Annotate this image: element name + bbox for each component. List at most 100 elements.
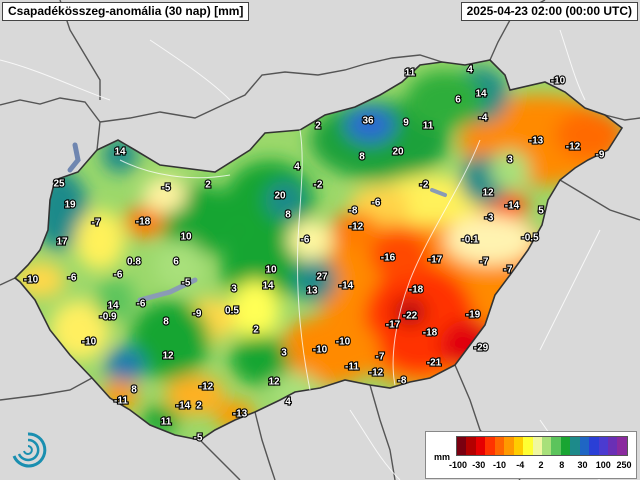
value-label: 0.5 [225,306,239,317]
value-label: -0.5 [521,233,539,244]
value-label: 12 [268,377,280,388]
value-label: 2 [315,121,321,132]
legend-tick-label: 250 [616,460,632,470]
value-label: 3 [281,348,287,359]
legend-tick-label: -30 [472,460,486,470]
value-label: -11 [345,362,359,373]
legend-swatch [589,437,599,455]
legend-swatch [532,437,542,455]
value-label: 8 [359,152,365,163]
value-label: -19 [466,310,481,321]
legend-swatch [608,437,618,455]
value-label: -21 [427,358,442,369]
legend-tick-label: -10 [492,460,507,470]
timestamp: 2025-04-23 02:00 (00:00 UTC) [460,2,638,21]
value-label: -10 [24,275,39,286]
value-label: -18 [409,285,424,296]
value-label: -4 [479,113,488,124]
value-label: -18 [423,328,438,339]
value-label: -14 [339,281,354,292]
value-label: 4 [285,397,291,408]
lake-neusiedl [67,142,81,173]
value-label: 14 [107,301,119,312]
value-label: 4 [294,162,300,173]
legend-swatch [617,437,627,455]
value-label: 8 [285,210,291,221]
value-label: -13 [529,136,544,147]
value-label: 10 [265,265,277,276]
value-label: -6 [114,270,123,281]
value-label: -7 [92,218,101,229]
value-label: -8 [349,206,358,217]
value-label: 0.8 [127,257,141,268]
legend-swatch [494,437,505,455]
value-label: -22 [403,311,418,322]
value-label: -16 [381,253,396,264]
legend-tick-label: -4 [516,460,525,470]
legend-tick-label: -100 [448,460,468,470]
value-label: 12 [482,188,494,199]
legend-swatch [485,437,495,455]
value-label: -17 [428,255,443,266]
value-label: 14 [475,89,487,100]
value-label: 3 [231,284,237,295]
value-label: 36 [362,116,374,127]
value-label: -6 [137,299,146,310]
value-label: -14 [505,201,520,212]
value-label: 2 [253,325,259,336]
value-label: -5 [194,433,203,444]
value-label: 20 [392,147,404,158]
value-label: 14 [114,147,126,158]
legend-unit: mm [434,452,451,462]
legend-swatch [570,437,580,455]
value-label: 12 [162,351,174,362]
legend-swatch [513,437,524,455]
legend-swatch [466,437,476,455]
value-label: 11 [161,417,172,428]
value-label: -6 [68,273,77,284]
value-label: 19 [64,200,76,211]
met-service-logo-icon [12,432,47,468]
lake-balaton [137,277,198,303]
legend-swatch [457,437,467,455]
value-label: 11 [423,121,434,132]
value-label: 8 [131,385,137,396]
legend-swatch [523,437,533,455]
color-legend: mm -100 -30 -10 -4 2 8 30 100 250 [425,431,637,479]
legend-ticks: -100 -30 -10 -4 2 8 30 100 250 [448,460,632,474]
value-label: 11 [405,68,416,79]
legend-swatch [504,437,514,455]
value-label: -29 [474,343,489,354]
value-label: 5 [538,206,544,217]
value-label: -9 [193,309,202,320]
value-label: 17 [56,237,68,248]
value-label: -12 [566,142,581,153]
legend-tick-label: 8 [559,460,565,470]
value-label: 2 [205,180,211,191]
value-label: 4 [467,65,473,76]
value-label: -8 [398,376,407,387]
legend-swatch [551,437,561,455]
value-label: -12 [349,222,364,233]
legend-swatch [579,437,590,455]
map-title: Csapadékösszeg-anomália (30 nap) [mm] [2,2,250,21]
value-label: -12 [199,382,214,393]
value-label: 20 [274,191,286,202]
value-label: 10 [180,232,192,243]
value-label: -11 [114,396,128,407]
value-label: 27 [316,272,328,283]
value-label: 6 [173,257,179,268]
rivers [119,129,481,391]
value-label: 9 [403,118,409,129]
value-label: -10 [313,345,328,356]
value-label: -6 [372,198,381,209]
value-label: -13 [233,409,248,420]
value-label: -14 [176,401,191,412]
value-label: 14 [262,281,274,292]
value-label: -3 [485,213,494,224]
hungary-border [13,59,624,441]
